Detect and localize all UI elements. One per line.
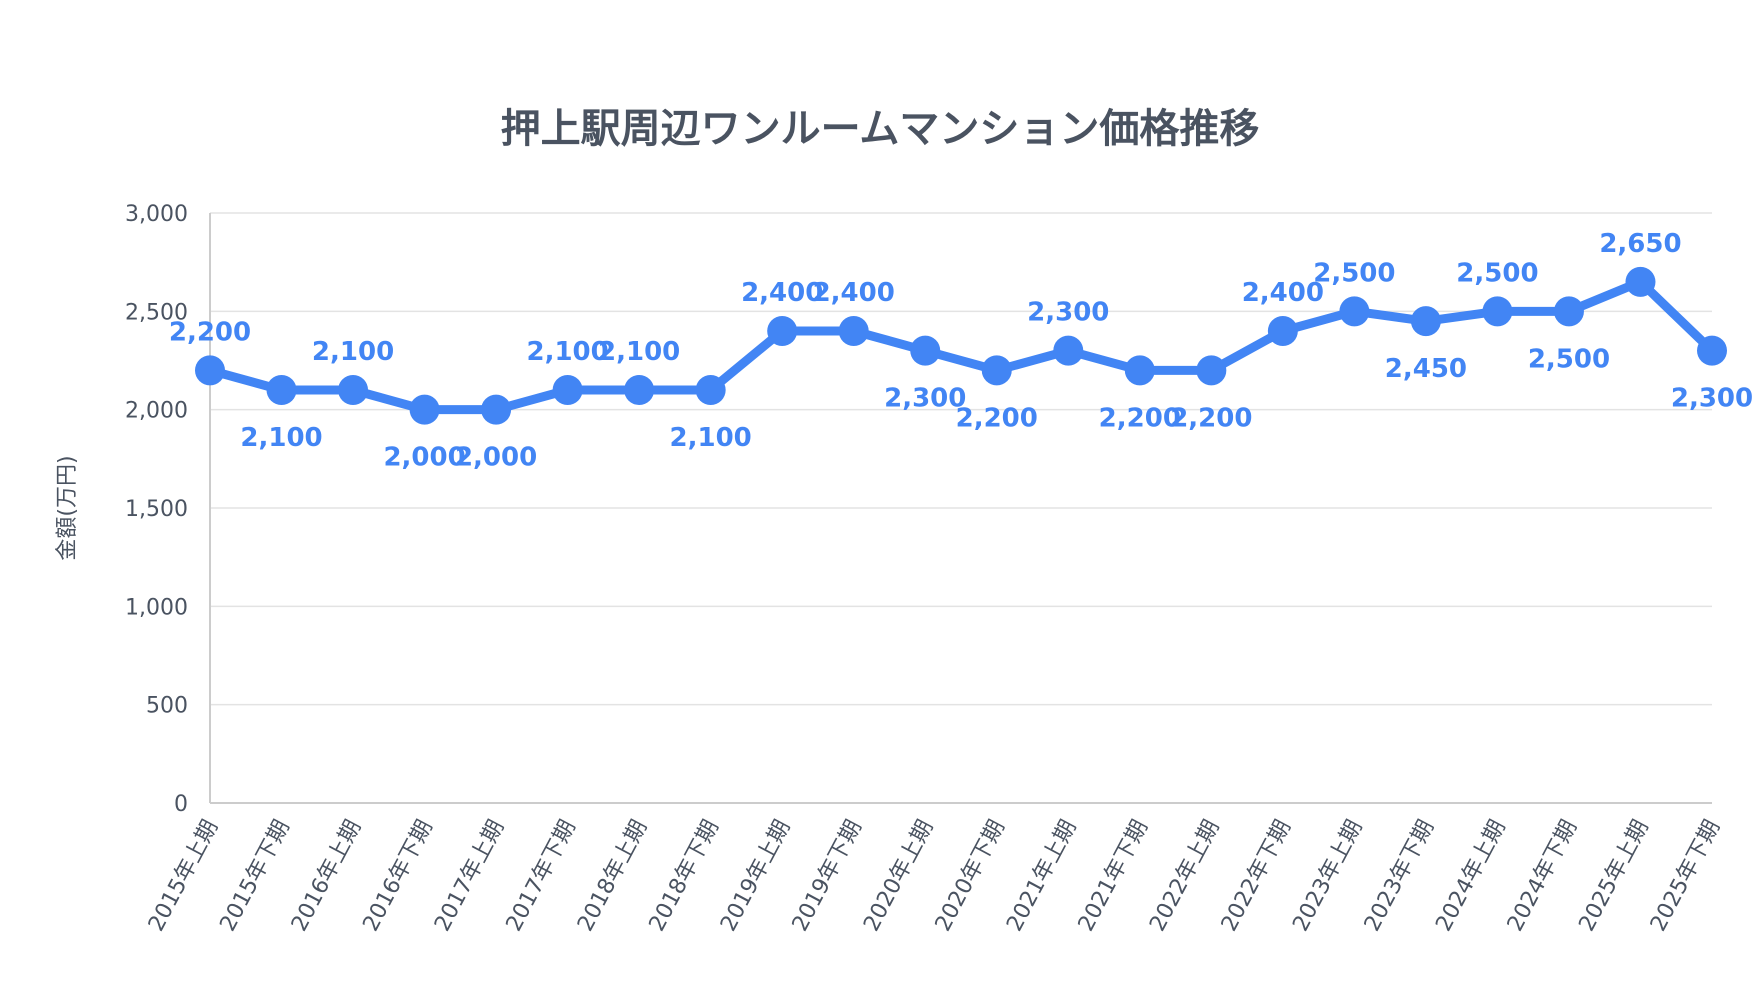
data-label: 2,100 [312, 337, 394, 367]
x-tick-label: 2024年下期 [1503, 816, 1582, 935]
data-point [195, 355, 225, 386]
y-axis-ticks: 0 500 1,000 1,500 2,000 2,500 3,000 [125, 202, 188, 817]
x-tick-label: 2017年上期 [430, 816, 509, 935]
data-point [1553, 296, 1584, 327]
data-point [1196, 355, 1227, 386]
y-tick-label: 3,000 [125, 202, 188, 227]
data-point [838, 316, 869, 346]
data-point [266, 375, 297, 405]
y-tick-label: 1,500 [125, 497, 188, 522]
data-label: 2,650 [1599, 229, 1681, 259]
data-point [910, 335, 941, 366]
x-tick-label: 2017年下期 [502, 816, 581, 935]
data-point [1482, 296, 1513, 327]
data-label: 2,300 [1671, 384, 1753, 414]
x-tick-label: 2021年上期 [1002, 816, 1081, 935]
data-point [481, 394, 512, 425]
chart-title: 押上駅周辺ワンルームマンション価格推移 [501, 106, 1260, 152]
data-label: 2,200 [1170, 403, 1252, 433]
data-label: 2,200 [1099, 403, 1181, 433]
data-label: 2,400 [813, 278, 895, 308]
y-tick-label: 500 [146, 694, 188, 719]
data-label: 2,200 [169, 317, 251, 347]
x-tick-label: 2023年上期 [1288, 816, 1367, 935]
data-point [695, 375, 726, 405]
data-point [552, 375, 583, 405]
data-label: 2,100 [526, 337, 608, 367]
data-label: 2,200 [956, 403, 1038, 433]
data-point [1625, 266, 1656, 297]
data-point [624, 375, 655, 405]
x-tick-label: 2016年下期 [359, 816, 438, 935]
x-tick-label: 2018年下期 [645, 816, 724, 935]
data-point [409, 394, 440, 425]
data-label: 2,100 [670, 423, 752, 453]
data-label: 2,000 [383, 443, 465, 473]
y-tick-label: 2,000 [125, 399, 188, 424]
x-tick-label: 2020年下期 [931, 816, 1010, 935]
data-label: 2,100 [598, 337, 680, 367]
x-tick-label: 2016年上期 [287, 816, 366, 935]
data-point [1267, 316, 1298, 346]
data-point [1053, 335, 1084, 366]
data-label: 2,500 [1528, 344, 1610, 374]
series-line [205, 277, 1717, 415]
y-tick-label: 2,500 [125, 300, 188, 325]
data-label: 2,300 [884, 384, 966, 414]
x-tick-label: 2015年下期 [215, 816, 294, 935]
series-line-group [205, 277, 1717, 415]
x-tick-label: 2015年上期 [144, 816, 223, 935]
data-point [338, 375, 369, 405]
data-point [767, 316, 798, 346]
y-axis-label: 金額(万円) [55, 455, 80, 560]
x-tick-label: 2025年下期 [1646, 816, 1725, 935]
x-tick-label: 2022年上期 [1145, 816, 1224, 935]
data-label: 2,400 [1242, 278, 1324, 308]
x-tick-label: 2019年下期 [788, 816, 867, 935]
data-label: 2,500 [1313, 258, 1395, 288]
data-labels: 2,2002,1002,1002,0002,0002,1002,1002,100… [169, 229, 1753, 473]
x-tick-label: 2019年上期 [716, 816, 795, 935]
data-point [1410, 306, 1441, 337]
data-points [195, 266, 1727, 425]
x-axis-ticks: 2015年上期2015年下期2016年上期2016年下期2017年上期2017年… [144, 816, 1725, 935]
x-tick-label: 2024年上期 [1431, 816, 1510, 935]
x-tick-label: 2025年上期 [1574, 816, 1653, 935]
data-label: 2,100 [240, 423, 322, 453]
data-label: 2,000 [455, 443, 537, 473]
data-label: 2,300 [1027, 298, 1109, 328]
data-label: 2,450 [1385, 354, 1467, 384]
data-point [1339, 296, 1370, 327]
y-tick-label: 0 [174, 792, 188, 817]
y-tick-label: 1,000 [125, 595, 188, 620]
x-tick-label: 2023年下期 [1360, 816, 1439, 935]
data-point [981, 355, 1012, 386]
x-tick-label: 2020年上期 [859, 816, 938, 935]
data-point [1124, 355, 1155, 386]
data-point [1697, 335, 1727, 366]
x-tick-label: 2018年上期 [573, 816, 652, 935]
x-tick-label: 2022年下期 [1217, 816, 1296, 935]
data-label: 2,500 [1456, 258, 1538, 288]
x-tick-label: 2021年下期 [1074, 816, 1153, 935]
data-label: 2,400 [741, 278, 823, 308]
